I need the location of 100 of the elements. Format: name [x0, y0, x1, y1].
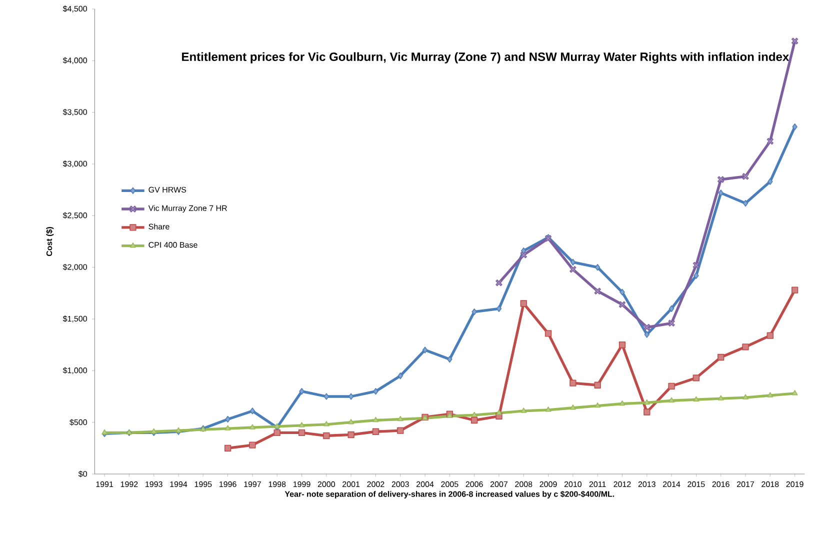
- x-tick-label: 2016: [712, 481, 730, 488]
- point: [668, 382, 675, 390]
- y-tick-label: $1,000: [62, 367, 87, 374]
- y-axis-title: Cost ($): [46, 227, 54, 256]
- x-tick-label: 1995: [194, 481, 212, 488]
- point: [718, 190, 724, 196]
- point: [323, 421, 330, 426]
- point: [323, 432, 330, 440]
- point: [520, 408, 527, 413]
- legend-label: GV HRWS: [148, 186, 186, 193]
- point: [644, 399, 650, 405]
- point: [224, 444, 232, 452]
- point: [692, 262, 700, 269]
- point: [766, 138, 774, 145]
- point: [348, 418, 354, 424]
- point: [372, 416, 379, 422]
- point: [791, 38, 798, 44]
- point: [422, 346, 428, 354]
- point: [742, 394, 748, 400]
- point: [348, 431, 354, 438]
- x-tick-label: 1997: [244, 481, 261, 488]
- point: [447, 356, 452, 363]
- x-tick-label: 2008: [515, 481, 532, 488]
- point: [102, 429, 108, 435]
- point: [668, 320, 675, 326]
- point: [348, 393, 354, 400]
- legend-label: Share: [148, 224, 170, 230]
- point: [594, 402, 601, 408]
- point: [618, 342, 626, 348]
- point: [594, 382, 601, 388]
- point: [250, 408, 256, 414]
- point: [520, 252, 527, 258]
- x-tick-label: 1993: [146, 481, 162, 488]
- point: [718, 354, 724, 361]
- point: [692, 374, 700, 382]
- point: [274, 429, 280, 436]
- y-tick-label: $1,500: [62, 316, 87, 322]
- x-tick-label: 2007: [490, 481, 508, 488]
- point: [620, 288, 625, 296]
- y-tick-label: $2,500: [62, 212, 87, 220]
- point: [694, 272, 699, 279]
- point: [176, 427, 182, 432]
- x-tick-label: 1992: [120, 481, 138, 488]
- point: [397, 416, 404, 422]
- x-tick-label: 2018: [762, 481, 779, 488]
- point: [496, 410, 502, 415]
- point: [767, 392, 774, 398]
- point: [472, 308, 477, 316]
- point: [520, 300, 527, 307]
- point: [792, 123, 798, 130]
- legend-label: CPI 400 Base: [148, 242, 198, 248]
- y-tick-label: $2,000: [62, 264, 87, 271]
- x-tick-label: 2003: [392, 481, 409, 488]
- point: [150, 428, 157, 434]
- x-tick-label: 1991: [96, 481, 114, 488]
- x-tick-label: 2001: [342, 481, 360, 488]
- point: [792, 390, 798, 396]
- x-tick-label: 2000: [318, 481, 335, 488]
- point: [224, 425, 231, 430]
- x-tick-label: 2006: [466, 481, 483, 488]
- x-tick-label: 2005: [441, 481, 458, 488]
- x-tick-label: 2004: [416, 481, 434, 488]
- point: [225, 416, 230, 423]
- point: [668, 305, 674, 312]
- point: [298, 429, 306, 436]
- x-axis-title: Year- note separation of delivery-shares in 2006-8 increased values by c $200-$400/ML.: [284, 490, 614, 498]
- point: [742, 344, 749, 350]
- point: [496, 279, 502, 286]
- point: [299, 388, 304, 395]
- point: [594, 264, 600, 271]
- point: [693, 396, 700, 402]
- point: [718, 176, 724, 183]
- x-tick-label: 2009: [540, 481, 557, 488]
- point: [274, 423, 280, 428]
- point: [742, 173, 749, 180]
- point: [742, 200, 748, 207]
- x-tick-label: 2010: [564, 481, 582, 488]
- point: [618, 301, 626, 308]
- point: [570, 404, 576, 410]
- x-tick-label: 2014: [663, 481, 680, 488]
- point: [644, 331, 650, 338]
- point: [544, 330, 552, 337]
- point: [718, 395, 724, 400]
- point: [791, 286, 798, 294]
- x-tick-label: 2011: [589, 481, 606, 488]
- y-tick-label: $3,500: [62, 108, 87, 116]
- y-tick-label: $4,000: [62, 57, 87, 64]
- x-tick-label: 1999: [293, 481, 310, 488]
- point: [570, 258, 576, 266]
- point: [570, 266, 576, 273]
- y-tick-label: $4,500: [62, 6, 87, 12]
- point: [545, 406, 552, 412]
- point: [470, 416, 478, 424]
- y-tick-label: $3,000: [62, 160, 87, 168]
- point: [324, 393, 330, 400]
- point: [373, 388, 378, 395]
- y-tick-label: $500: [70, 419, 87, 426]
- x-tick-label: 2013: [638, 481, 656, 488]
- point: [768, 178, 773, 185]
- x-tick-label: 1994: [170, 481, 188, 488]
